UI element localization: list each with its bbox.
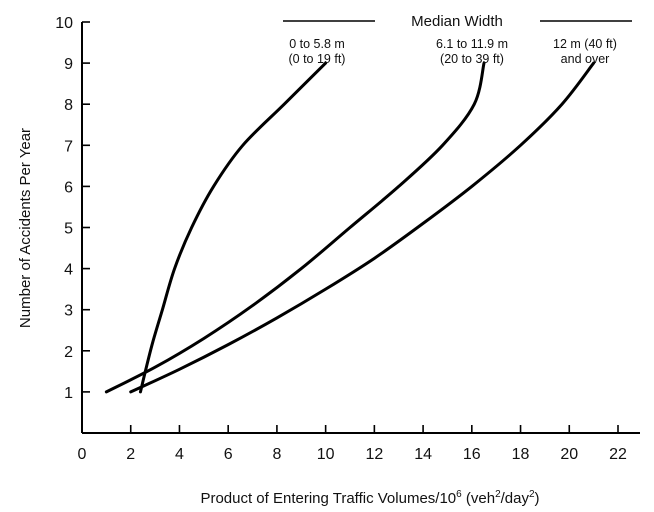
legend: Median Width 0 to 5.8 m (0 to 19 ft) 6.1…	[283, 13, 632, 66]
x-tick-label: 16	[463, 446, 481, 463]
legend-series-1-line2: (0 to 19 ft)	[289, 52, 346, 66]
x-axis-label-exp3: 2	[529, 489, 535, 500]
y-tick-label: 10	[55, 15, 73, 32]
legend-series-3-line2: and over	[561, 52, 610, 66]
legend-series-2-line2: (20 to 39 ft)	[440, 52, 504, 66]
x-tick-label: 2	[126, 446, 135, 463]
x-tick-label: 4	[175, 446, 184, 463]
y-tick-label: 2	[64, 344, 73, 361]
x-axis-label-exp1: 6	[456, 489, 462, 500]
legend-title: Median Width	[411, 13, 503, 30]
legend-series-2-line1: 6.1 to 11.9 m	[436, 37, 508, 51]
x-ticks: 0 2 4 6 8 10 12 14 16 18 20 22	[78, 425, 627, 463]
axes	[81, 22, 640, 434]
x-axis-label: Product of Entering Traffic Volumes/106 …	[200, 489, 539, 507]
series-line-3	[129, 61, 596, 394]
legend-series-1-line1: 0 to 5.8 m	[289, 37, 345, 51]
y-tick-label: 5	[64, 221, 73, 238]
series-line-1	[138, 61, 328, 394]
y-axis-label: Number of Accidents Per Year	[17, 128, 34, 328]
x-tick-label: 8	[272, 446, 281, 463]
y-tick-label: 8	[64, 97, 73, 114]
legend-series-3-line1: 12 m (40 ft)	[553, 37, 617, 51]
y-ticks: 1 2 3 4 5 6 7 8 9 10	[55, 15, 90, 402]
x-axis-label-exp2: 2	[495, 489, 501, 500]
y-tick-label: 9	[64, 56, 73, 73]
series-group	[104, 61, 596, 394]
x-tick-label: 12	[365, 446, 383, 463]
y-tick-label: 4	[64, 262, 73, 279]
x-axis-label-end: )	[535, 490, 540, 507]
x-tick-label: 14	[414, 446, 432, 463]
x-axis-label-mid2: /day	[501, 490, 530, 507]
y-tick-label: 3	[64, 303, 73, 320]
x-tick-label: 22	[609, 446, 627, 463]
y-tick-label: 7	[64, 138, 73, 155]
x-axis-label-mid: (veh	[462, 490, 495, 507]
x-tick-label: 10	[317, 446, 335, 463]
x-tick-label: 18	[512, 446, 530, 463]
x-tick-label: 20	[560, 446, 578, 463]
y-tick-label: 6	[64, 179, 73, 196]
x-axis-label-base: Product of Entering Traffic Volumes/10	[200, 490, 456, 507]
y-tick-label: 1	[64, 385, 73, 402]
series-line-2	[104, 61, 486, 394]
x-tick-label: 0	[78, 446, 87, 463]
x-tick-label: 6	[224, 446, 233, 463]
